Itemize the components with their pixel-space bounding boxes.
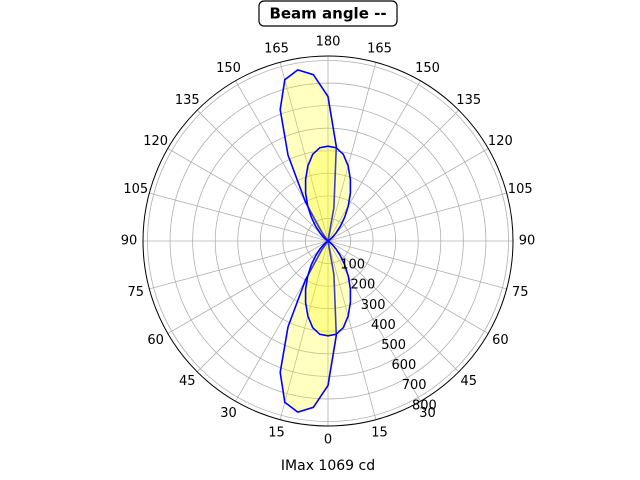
- grid-spoke: [327, 240, 507, 290]
- theta-tick-label: 135: [456, 93, 481, 108]
- theta-tick-label: 75: [128, 285, 145, 300]
- theta-tick-label: 30: [220, 406, 237, 421]
- grid-spoke: [327, 240, 377, 420]
- theta-tick-label: 165: [367, 41, 392, 56]
- chart-title: Beam angle --: [269, 5, 386, 23]
- theta-tick-label: 135: [175, 93, 200, 108]
- theta-tick-label: 75: [512, 285, 529, 300]
- r-tick-label: 600: [391, 358, 416, 373]
- r-tick-label: 700: [402, 378, 427, 393]
- r-tick-label: 100: [340, 258, 365, 273]
- r-tick-label: 500: [381, 338, 406, 353]
- polar-frame: [142, 55, 514, 427]
- x-axis-label: IMax 1069 cd: [281, 458, 375, 474]
- grid-spoke: [196, 109, 329, 242]
- theta-tick-label: 60: [147, 333, 164, 348]
- theta-tick-label: 120: [488, 134, 513, 149]
- grid-spoke: [327, 192, 507, 242]
- series-area: [305, 146, 351, 336]
- grid-spoke: [196, 240, 329, 373]
- theta-tick-label: 30: [419, 406, 436, 421]
- grid-spoke: [327, 80, 421, 242]
- r-tick-label: 800: [412, 398, 437, 413]
- grid-spoke: [327, 240, 460, 373]
- theta-tick-label: 0: [324, 433, 332, 448]
- theta-tick-label: 15: [268, 426, 285, 441]
- title-box: [258, 0, 398, 27]
- grid-spoke: [279, 62, 329, 242]
- theta-tick-label: 150: [216, 61, 241, 76]
- theta-tick-label: 105: [123, 182, 148, 197]
- series-area: [280, 69, 337, 413]
- theta-tick-label: 120: [143, 134, 168, 149]
- theta-tick-label: 15: [371, 426, 388, 441]
- series-line: [304, 145, 352, 337]
- series-line: [279, 69, 338, 413]
- grid-spoke: [279, 240, 329, 420]
- grid-spoke: [149, 192, 329, 242]
- grid-spoke: [327, 240, 489, 334]
- theta-tick-label: 105: [508, 182, 533, 197]
- r-tick-label: 400: [371, 318, 396, 333]
- grid-spoke: [167, 240, 329, 334]
- theta-tick-label: 45: [460, 374, 477, 389]
- r-tick-label: 300: [361, 298, 386, 313]
- grid-spoke: [149, 240, 329, 290]
- grid-spoke: [167, 148, 329, 242]
- theta-tick-label: 45: [179, 374, 196, 389]
- theta-tick-label: 60: [492, 333, 509, 348]
- grid-spoke: [327, 62, 377, 242]
- r-tick-label: 200: [350, 278, 375, 293]
- grid-spoke: [327, 148, 489, 242]
- theta-tick-label: 180: [316, 35, 341, 50]
- theta-tick-label: 90: [121, 234, 138, 249]
- theta-tick-label: 150: [415, 61, 440, 76]
- theta-tick-label: 90: [519, 234, 536, 249]
- theta-tick-label: 165: [264, 41, 289, 56]
- grid-spoke: [327, 240, 421, 402]
- grid-spoke: [327, 109, 460, 242]
